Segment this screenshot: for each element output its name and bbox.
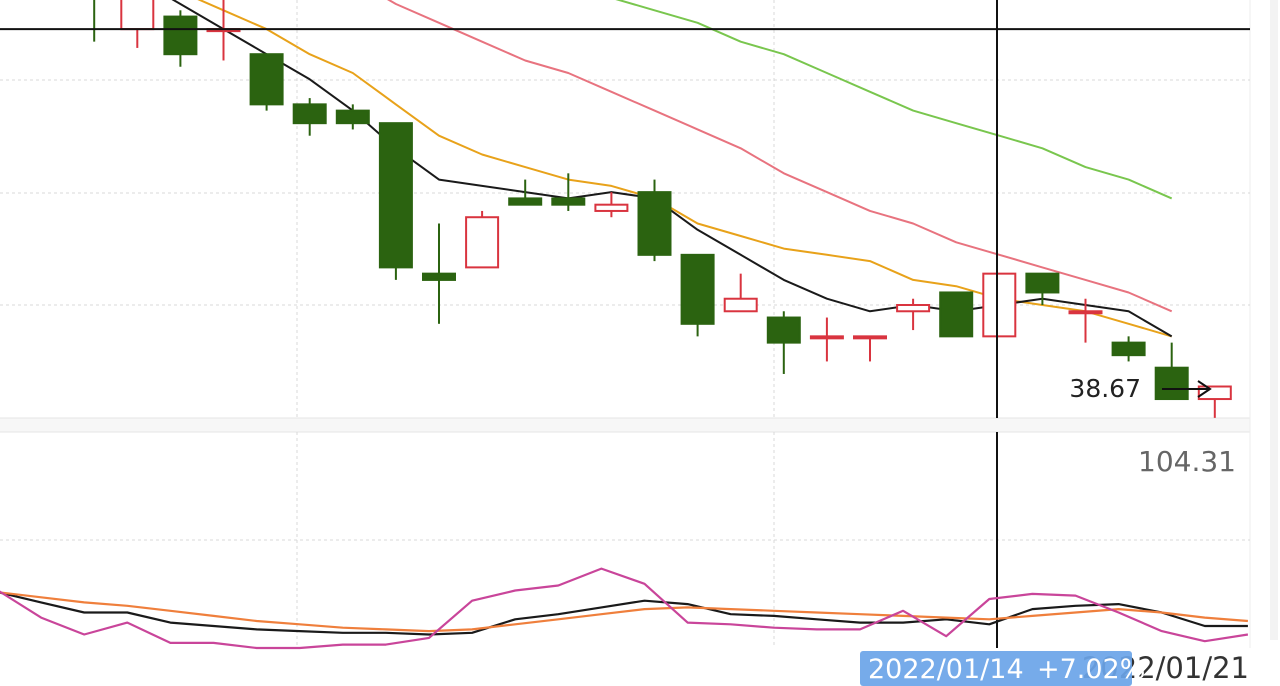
candle bbox=[637, 179, 672, 262]
candle-body-up bbox=[120, 0, 155, 31]
candle-body-up bbox=[465, 216, 500, 269]
scrollbar-track bbox=[1270, 0, 1278, 640]
candle bbox=[93, 0, 96, 42]
candle-body-up bbox=[896, 304, 931, 313]
candle bbox=[1111, 336, 1146, 362]
candle-body-down bbox=[163, 15, 198, 56]
candle-body-down bbox=[680, 253, 715, 325]
candle bbox=[249, 53, 284, 111]
panel-separator bbox=[0, 418, 1250, 432]
candle bbox=[378, 122, 413, 280]
candle bbox=[766, 311, 801, 374]
tooltip-date: 2022/01/14 bbox=[868, 654, 1024, 685]
candle bbox=[982, 272, 1017, 338]
candle bbox=[723, 273, 758, 313]
candle bbox=[809, 317, 844, 362]
candle bbox=[335, 104, 370, 130]
candle bbox=[853, 335, 887, 362]
date-tooltip-bg bbox=[860, 651, 1132, 686]
candles bbox=[93, 0, 1232, 418]
ma-black-line bbox=[171, 0, 1173, 338]
candle-body-down bbox=[422, 272, 456, 281]
ma-orange-line bbox=[197, 0, 1172, 338]
candle-body-down bbox=[637, 191, 672, 256]
candle-body-down bbox=[1154, 366, 1189, 401]
candle bbox=[896, 298, 931, 331]
ma-green-line bbox=[615, 0, 1173, 200]
last-price-label: 38.67 bbox=[1069, 374, 1141, 403]
date-tooltip: 2022/01/14 +7.02% bbox=[860, 651, 1145, 686]
candle-body-down bbox=[1025, 272, 1060, 294]
candle-body-up bbox=[1068, 310, 1103, 315]
candle bbox=[422, 223, 456, 324]
candle-body-up bbox=[723, 297, 758, 313]
indicator-j-line bbox=[0, 567, 1249, 650]
candle-body-down bbox=[1111, 341, 1146, 357]
candle bbox=[292, 98, 327, 136]
indicator-d-line bbox=[0, 591, 1248, 633]
candle-body-down bbox=[939, 291, 974, 338]
candle-body-down bbox=[292, 103, 327, 125]
candle-body-up bbox=[853, 335, 887, 340]
candle-body-down bbox=[335, 109, 370, 125]
candle bbox=[594, 192, 629, 218]
candle-body-down bbox=[508, 197, 543, 206]
candle-body-down bbox=[249, 53, 284, 106]
candle-body-down bbox=[378, 122, 413, 269]
candle bbox=[163, 10, 198, 67]
candle bbox=[1025, 272, 1060, 305]
last-price-arrow-head bbox=[1197, 380, 1212, 398]
candle-body-down bbox=[551, 197, 586, 206]
candle bbox=[680, 253, 715, 337]
candle-body-up bbox=[809, 335, 844, 340]
tooltip-change: +7.02% bbox=[1037, 654, 1145, 685]
indicator-max-label: 104.31 bbox=[1138, 445, 1236, 478]
candle-body-down bbox=[766, 316, 801, 344]
indicator-k-line bbox=[0, 591, 1248, 636]
gridlines bbox=[0, 0, 1250, 648]
candle bbox=[1154, 342, 1189, 401]
candle bbox=[939, 291, 974, 338]
candle bbox=[1068, 298, 1103, 343]
candle bbox=[551, 173, 586, 211]
candle-body-up bbox=[982, 272, 1017, 338]
candle bbox=[465, 210, 500, 269]
candle-body-up bbox=[594, 203, 629, 212]
candle bbox=[508, 179, 543, 206]
ma-pink-line bbox=[387, 0, 1173, 313]
